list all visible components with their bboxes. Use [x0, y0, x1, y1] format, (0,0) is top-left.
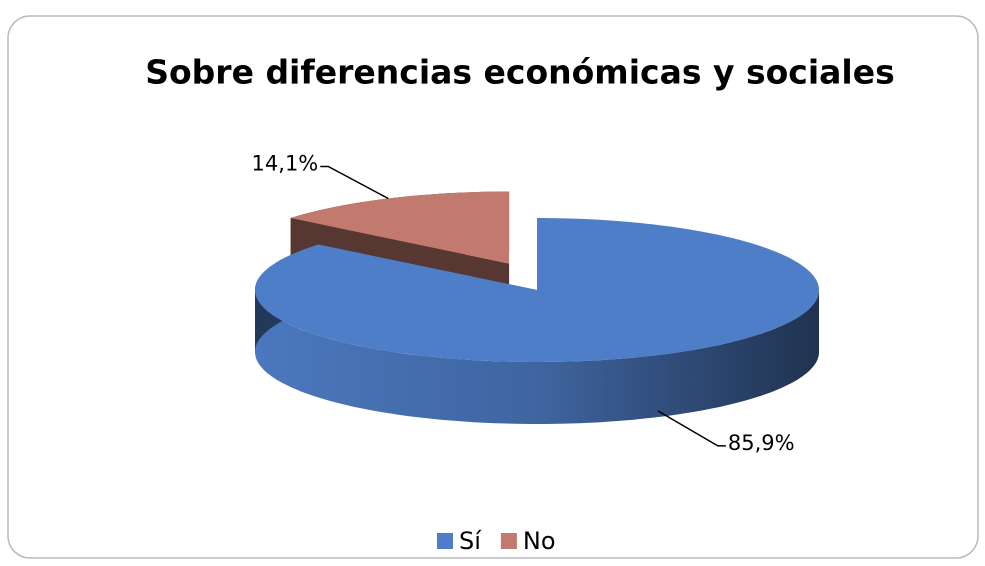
slice [290, 191, 510, 264]
legend: Sí No [437, 527, 556, 555]
legend-label: No [523, 527, 556, 555]
slice-wall-shade [255, 290, 819, 424]
chart-title: Sobre diferencias económicas y sociales [145, 53, 895, 92]
labels: 85,9% 14,1% [252, 152, 795, 455]
legend-swatch [437, 533, 453, 549]
data-label: 14,1% [252, 152, 319, 176]
legend-swatch [500, 533, 517, 549]
leader-line [320, 165, 389, 200]
slice [255, 218, 819, 362]
legend-label: Sí [459, 527, 482, 555]
data-label: 85,9% [728, 431, 795, 455]
leader-line [657, 410, 726, 447]
pie [255, 191, 819, 424]
